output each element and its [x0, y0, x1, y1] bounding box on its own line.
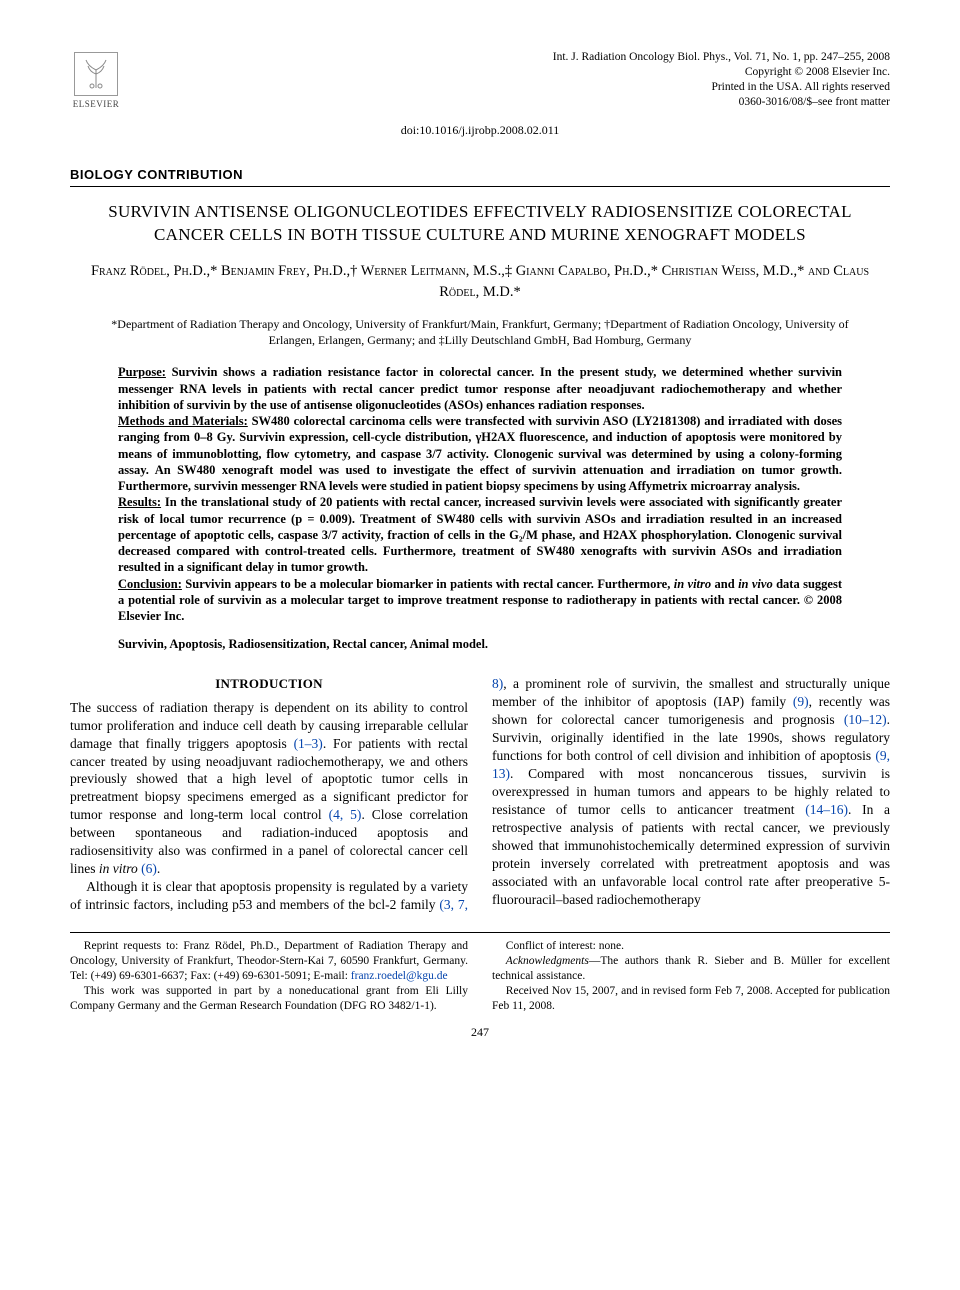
section-label: BIOLOGY CONTRIBUTION — [70, 166, 890, 184]
purpose-label: Purpose: — [118, 365, 166, 379]
issn-line: 0360-3016/08/$–see front matter — [553, 95, 890, 110]
purpose-text: Survivin shows a radiation resistance fa… — [118, 365, 842, 412]
ref-4-5[interactable]: (4, 5) — [329, 807, 362, 822]
section-rule — [70, 186, 890, 187]
copyright-line: Copyright © 2008 Elsevier Inc. — [553, 65, 890, 80]
elsevier-tree-icon — [74, 52, 118, 96]
p2-b: of the bcl-2 family — [333, 897, 439, 912]
article-title: SURVIVIN ANTISENSE OLIGONUCLEOTIDES EFFE… — [90, 201, 870, 247]
body-columns: INTRODUCTION The success of radiation th… — [70, 675, 890, 914]
ref-14-16[interactable]: (14–16) — [805, 802, 848, 817]
ref-1-3[interactable]: (1–3) — [294, 736, 323, 751]
abstract: Purpose: Survivin shows a radiation resi… — [118, 364, 842, 624]
page-number: 247 — [70, 1024, 890, 1040]
introduction-heading: INTRODUCTION — [70, 675, 468, 692]
publication-info: Int. J. Radiation Oncology Biol. Phys., … — [553, 50, 890, 110]
keywords: Survivin, Apoptosis, Radiosensitization,… — [118, 636, 842, 653]
conflict-of-interest: Conflict of interest: none. — [492, 939, 890, 954]
p2-g: . In a retrospective analysis of patient… — [492, 802, 890, 907]
p1-d: . — [157, 861, 160, 876]
ack-label: Acknowledgments — [506, 955, 589, 967]
printed-line: Printed in the USA. All rights reserved — [553, 80, 890, 95]
results-text: In the translational study of 20 patient… — [118, 495, 842, 574]
affiliations: *Department of Radiation Therapy and Onc… — [100, 316, 860, 348]
conclusion-label: Conclusion: — [118, 577, 182, 591]
invitro-body: in vitro — [99, 861, 138, 876]
received-dates: Received Nov 15, 2007, and in revised fo… — [492, 984, 890, 1014]
footnote-rule — [70, 932, 890, 933]
results-label: Results: — [118, 495, 161, 509]
ref-6[interactable]: (6) — [138, 861, 157, 876]
author-list: Franz Rödel, Ph.D.,* Benjamin Frey, Ph.D… — [70, 261, 890, 305]
dfg-grant: (DFG RO 3482/1-1). — [340, 1000, 437, 1012]
doi: doi:10.1016/j.ijrobp.2008.02.011 — [70, 122, 890, 138]
ref-10-12[interactable]: (10–12) — [844, 712, 887, 727]
ref-9[interactable]: (9) — [793, 694, 809, 709]
conclusion-text-b: and — [711, 577, 738, 591]
author-email[interactable]: franz.roedel@kgu.de — [351, 970, 448, 982]
publisher-name: ELSEVIER — [73, 98, 120, 110]
header: ELSEVIER Int. J. Radiation Oncology Biol… — [70, 50, 890, 112]
invivo-term: in vivo — [738, 577, 773, 591]
publisher-logo: ELSEVIER — [70, 50, 122, 112]
methods-label: Methods and Materials: — [118, 414, 248, 428]
conclusion-text-a: Survivin appears to be a molecular bioma… — [182, 577, 674, 591]
invitro-term: in vitro — [674, 577, 711, 591]
footnotes: Reprint requests to: Franz Rödel, Ph.D.,… — [70, 939, 890, 1014]
journal-citation: Int. J. Radiation Oncology Biol. Phys., … — [553, 50, 890, 65]
